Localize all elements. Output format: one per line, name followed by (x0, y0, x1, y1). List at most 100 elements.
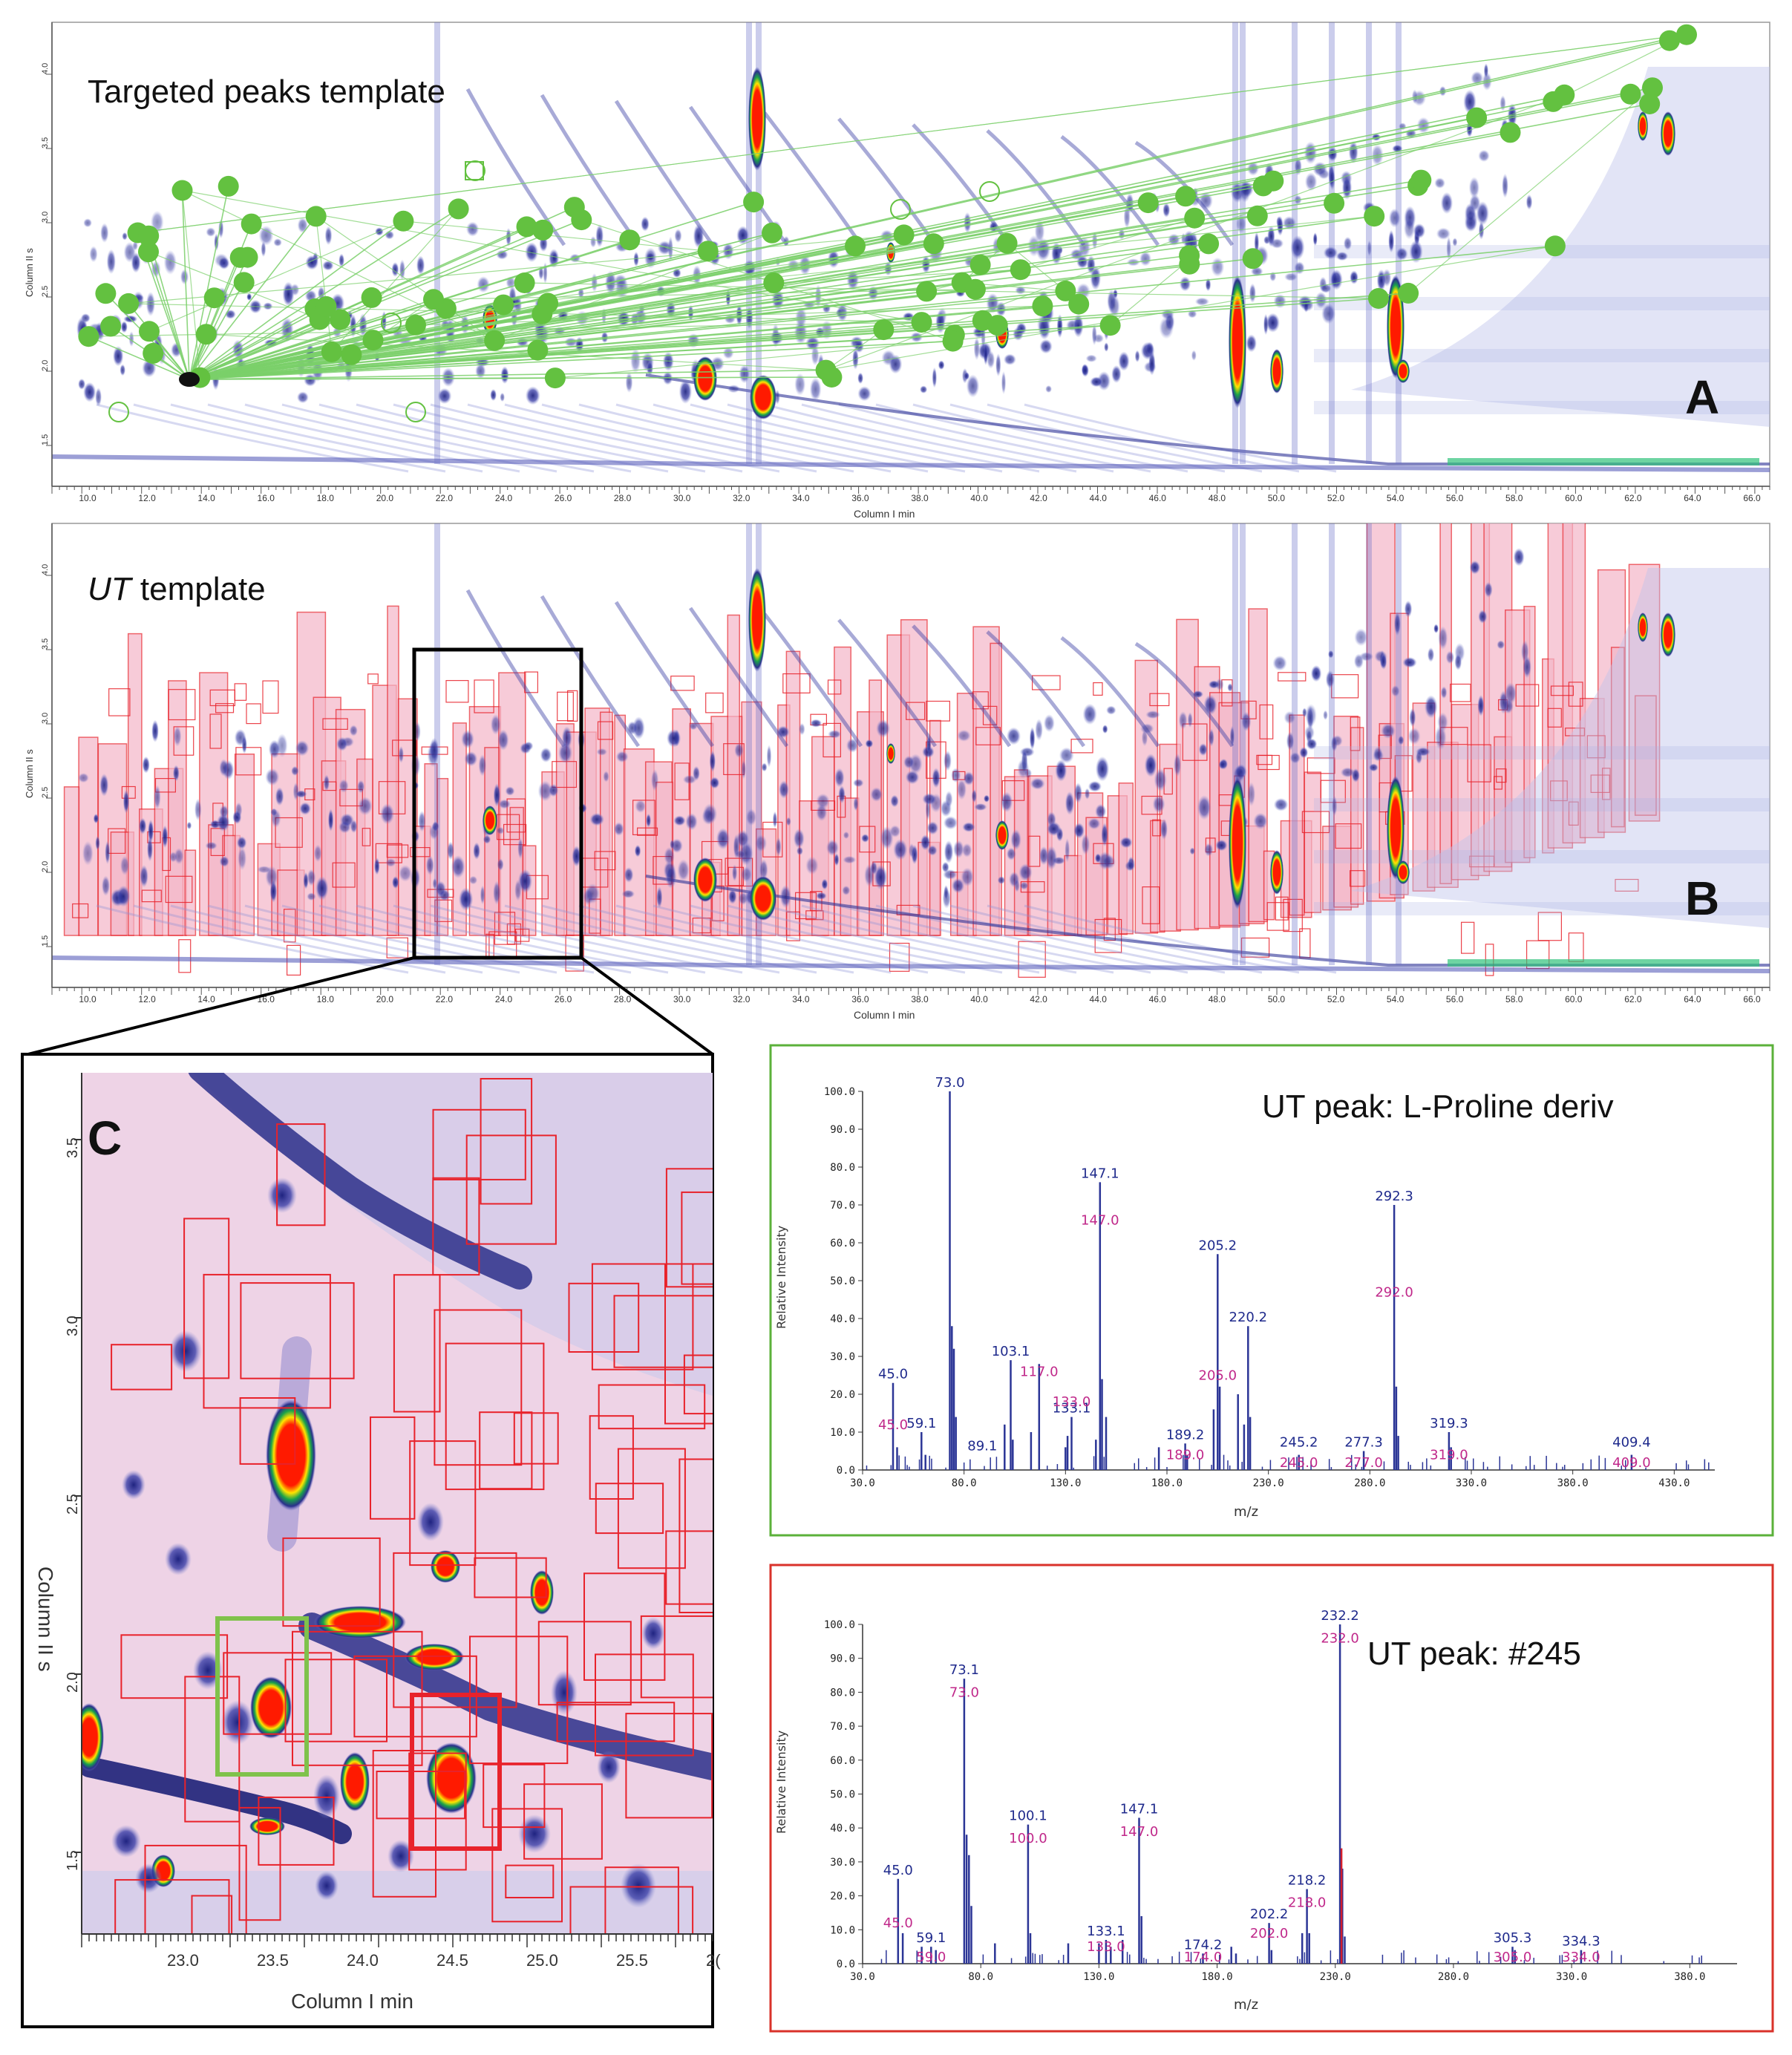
peak-blob (641, 1617, 665, 1650)
template-peak-marker (1659, 30, 1680, 51)
peak-blob (1396, 247, 1408, 261)
ut-cell (1467, 744, 1491, 783)
ms-x-tick-label: 280.0 (1354, 1477, 1385, 1489)
peak-blob (517, 869, 533, 894)
ut-cell (1031, 675, 1061, 690)
peak-blob (816, 892, 827, 900)
peak-blob (1321, 303, 1336, 324)
peak-blob (1483, 63, 1488, 79)
hot-peak (748, 568, 766, 672)
peak-blob (1046, 821, 1062, 837)
ut-region (183, 1218, 230, 1379)
peak-blob (1340, 767, 1356, 778)
zoom-connector-right (580, 956, 714, 1056)
peak-blob (417, 1503, 444, 1541)
panel-b-title: UT template (88, 571, 266, 607)
ms-peak-label: 189.2 (1166, 1427, 1205, 1443)
peak-blob (692, 265, 702, 286)
peak-blob (1381, 723, 1396, 739)
template-link (148, 251, 190, 380)
peak-blob (1413, 223, 1426, 239)
ut-cell (1240, 937, 1270, 958)
peak-blob (920, 834, 931, 851)
x-tick-label: 44.0 (1090, 994, 1108, 1004)
peak-blob (585, 883, 600, 904)
peak-blob (821, 878, 828, 890)
x-tick-label: 32.0 (733, 994, 751, 1004)
panel-a-yaxis: 1.5 2.0 2.5 3.0 3.5 4.0 (41, 22, 53, 486)
peak-blob (1006, 727, 1021, 745)
column-bleed-streak (170, 904, 483, 974)
peak-blob (1101, 823, 1108, 847)
ut-cell (1182, 723, 1208, 761)
x-tick-label: 64.0 (1684, 994, 1701, 1004)
panel-a: Targeted peaks template A Column II s 1.… (24, 22, 1770, 520)
ut-cell (594, 851, 616, 871)
ut-cell (246, 703, 261, 725)
ut-cell (1221, 679, 1233, 707)
template-link (189, 33, 1687, 380)
peak-blob (1162, 203, 1171, 218)
ut-region (239, 1397, 296, 1465)
peak-blob (1469, 561, 1481, 575)
ms-x-tick-label: 430.0 (1658, 1477, 1690, 1489)
template-peak-marker (100, 316, 122, 337)
ms-x-tick-label: 180.0 (1201, 1971, 1232, 1983)
x-tick-label: 38.0 (911, 994, 929, 1004)
x-tick-label: 46.0 (1149, 493, 1167, 503)
peak-blob (186, 821, 192, 830)
peak-blob (835, 309, 843, 317)
x-tick-label: 12.0 (138, 994, 156, 1004)
peak-blob (1203, 694, 1217, 716)
ms-peak-label: 45.0 (878, 1367, 908, 1382)
peak-blob (1367, 240, 1372, 257)
peak-blob (1409, 708, 1416, 728)
peak-blob (1039, 846, 1049, 866)
peak-blob (685, 813, 698, 831)
peak-blob (1502, 173, 1508, 198)
peak-blob (349, 725, 358, 736)
template-peak-marker (1137, 192, 1159, 214)
peak-blob (1484, 581, 1493, 598)
peak-blob (235, 802, 243, 818)
column-bleed-streak (133, 403, 446, 473)
spectrum-1-ylabel: Relative Intensity (774, 1226, 788, 1329)
template-link (189, 220, 404, 380)
ms-y-tick-label: 50.0 (830, 1789, 855, 1801)
peak-blob (1160, 818, 1168, 840)
peak-blob (799, 254, 811, 276)
peak-blob (1312, 232, 1318, 246)
peak-blob (1043, 714, 1055, 733)
peak-blob (1402, 657, 1417, 668)
template-link (189, 203, 1335, 380)
peak-blob (1134, 350, 1140, 363)
ut-cell (1550, 780, 1568, 802)
peak-blob (173, 725, 182, 747)
peak-blob (624, 866, 634, 883)
ms-x-tick-label: 80.0 (968, 1971, 993, 1983)
ut-region (432, 1108, 526, 1180)
template-peak-marker (893, 224, 915, 246)
peak-blob (735, 849, 746, 859)
peak-blob (246, 293, 252, 301)
peak-blob (741, 759, 747, 780)
ut-cell (1469, 855, 1494, 868)
peak-blob (78, 378, 86, 390)
template-peak-marker (361, 287, 382, 308)
ms-x-tick-label: 30.0 (850, 1477, 875, 1489)
peak-blob (429, 737, 439, 762)
peak-blob (358, 797, 373, 816)
x-tick-label: 46.0 (1149, 994, 1167, 1004)
template-link (1020, 218, 1195, 270)
sloped-ridge (1060, 636, 1160, 748)
peak-blob (1273, 797, 1289, 811)
peak-blob (437, 388, 452, 405)
peak-blob (1118, 351, 1130, 371)
peak-blob (1189, 847, 1196, 855)
template-peak-marker (987, 315, 1008, 336)
hot-peak (750, 876, 776, 921)
template-hub (179, 372, 200, 387)
template-peak-marker (171, 180, 193, 201)
column-bleed-streak (838, 904, 1151, 974)
peak-blob (857, 386, 872, 402)
